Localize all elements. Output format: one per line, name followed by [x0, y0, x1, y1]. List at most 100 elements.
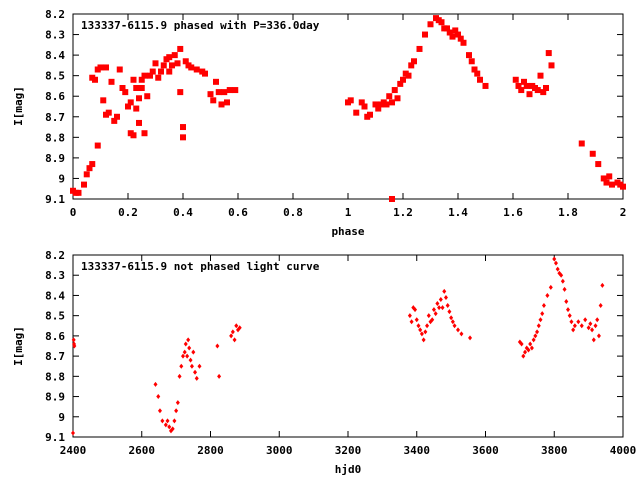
y-tick-label: 8.3 — [45, 29, 65, 42]
x-tick-label: 3600 — [472, 444, 499, 457]
x-tick-label: 0.2 — [118, 206, 138, 219]
data-point — [526, 347, 531, 353]
x-tick-label: 4000 — [610, 444, 637, 457]
data-point — [515, 82, 522, 89]
data-point — [108, 78, 115, 85]
x-tick-label: 2600 — [129, 444, 156, 457]
data-point — [606, 173, 613, 180]
data-point — [191, 349, 196, 355]
data-point — [598, 303, 603, 309]
data-point — [391, 87, 398, 94]
data-point — [595, 317, 600, 323]
data-point — [531, 337, 536, 343]
data-point — [367, 111, 373, 118]
data-point — [431, 307, 436, 313]
data-point — [187, 345, 192, 351]
data-point — [213, 78, 219, 85]
data-point — [147, 72, 153, 79]
data-point — [411, 58, 417, 65]
data-point — [620, 183, 626, 190]
data-point — [567, 313, 572, 319]
data-point — [71, 337, 76, 343]
data-point — [455, 31, 461, 38]
data-point — [149, 68, 156, 75]
data-point — [474, 70, 481, 77]
x-tick-label: 0.6 — [228, 206, 248, 219]
x-tick-label: 1.6 — [503, 206, 523, 219]
data-point — [372, 101, 379, 108]
data-point — [358, 99, 365, 106]
data-point — [457, 35, 464, 42]
data-point — [175, 400, 180, 406]
data-point — [127, 99, 134, 106]
chart-title: 133337-6115.9 not phased light curve — [81, 260, 320, 273]
data-point — [596, 333, 601, 339]
y-tick-label: 8.9 — [45, 152, 65, 165]
data-point — [232, 337, 237, 343]
data-point — [609, 181, 615, 188]
data-point — [534, 87, 541, 94]
data-point — [353, 109, 360, 116]
data-point — [586, 325, 591, 331]
data-point — [215, 343, 220, 349]
data-point — [138, 76, 145, 83]
data-point — [571, 327, 576, 333]
data-point — [125, 103, 131, 110]
x-tick-label: 1.2 — [393, 206, 413, 219]
data-point — [141, 130, 148, 137]
data-point — [86, 165, 93, 172]
y-axis-title: I[mag] — [12, 326, 25, 366]
data-point — [414, 317, 419, 323]
data-point — [177, 89, 184, 96]
data-point — [185, 353, 190, 359]
data-point — [188, 357, 193, 363]
data-point — [122, 89, 129, 96]
data-point — [89, 161, 96, 168]
data-point — [421, 337, 426, 343]
data-point — [237, 325, 242, 331]
data-point — [583, 317, 588, 323]
data-point — [456, 327, 460, 333]
data-point — [152, 60, 159, 67]
data-point — [566, 307, 570, 313]
data-point — [572, 323, 577, 329]
data-point — [518, 87, 525, 94]
data-point — [540, 89, 547, 96]
data-point — [444, 25, 450, 32]
data-point — [413, 307, 418, 313]
x-tick-label: 1.4 — [448, 206, 468, 219]
x-axis-title: hjd0 — [335, 463, 362, 476]
data-point — [529, 345, 534, 351]
data-point — [589, 150, 596, 157]
x-tick-label: 2400 — [60, 444, 87, 457]
data-point — [183, 341, 188, 347]
data-point — [130, 76, 137, 83]
data-point — [460, 39, 467, 46]
data-point — [591, 337, 596, 343]
data-point — [103, 64, 109, 71]
data-point — [600, 175, 607, 182]
data-point — [603, 179, 610, 186]
x-axis-title: phase — [331, 225, 364, 238]
data-point — [226, 87, 233, 94]
data-point — [449, 33, 456, 40]
data-point — [166, 68, 173, 75]
data-point — [438, 296, 443, 302]
data-point — [394, 95, 401, 102]
y-tick-label: 8.8 — [45, 131, 65, 144]
data-point — [579, 323, 584, 329]
data-point — [433, 311, 438, 317]
data-point — [138, 85, 145, 91]
data-point — [438, 19, 445, 26]
data-point — [218, 101, 225, 108]
y-tick-label: 8.6 — [45, 90, 65, 103]
data-point — [437, 305, 442, 311]
data-point — [180, 134, 186, 141]
data-series — [70, 15, 626, 202]
x-tick-label: 3400 — [404, 444, 431, 457]
data-point — [576, 319, 581, 325]
data-point — [447, 309, 452, 315]
data-point — [548, 284, 553, 290]
data-point — [452, 27, 459, 34]
